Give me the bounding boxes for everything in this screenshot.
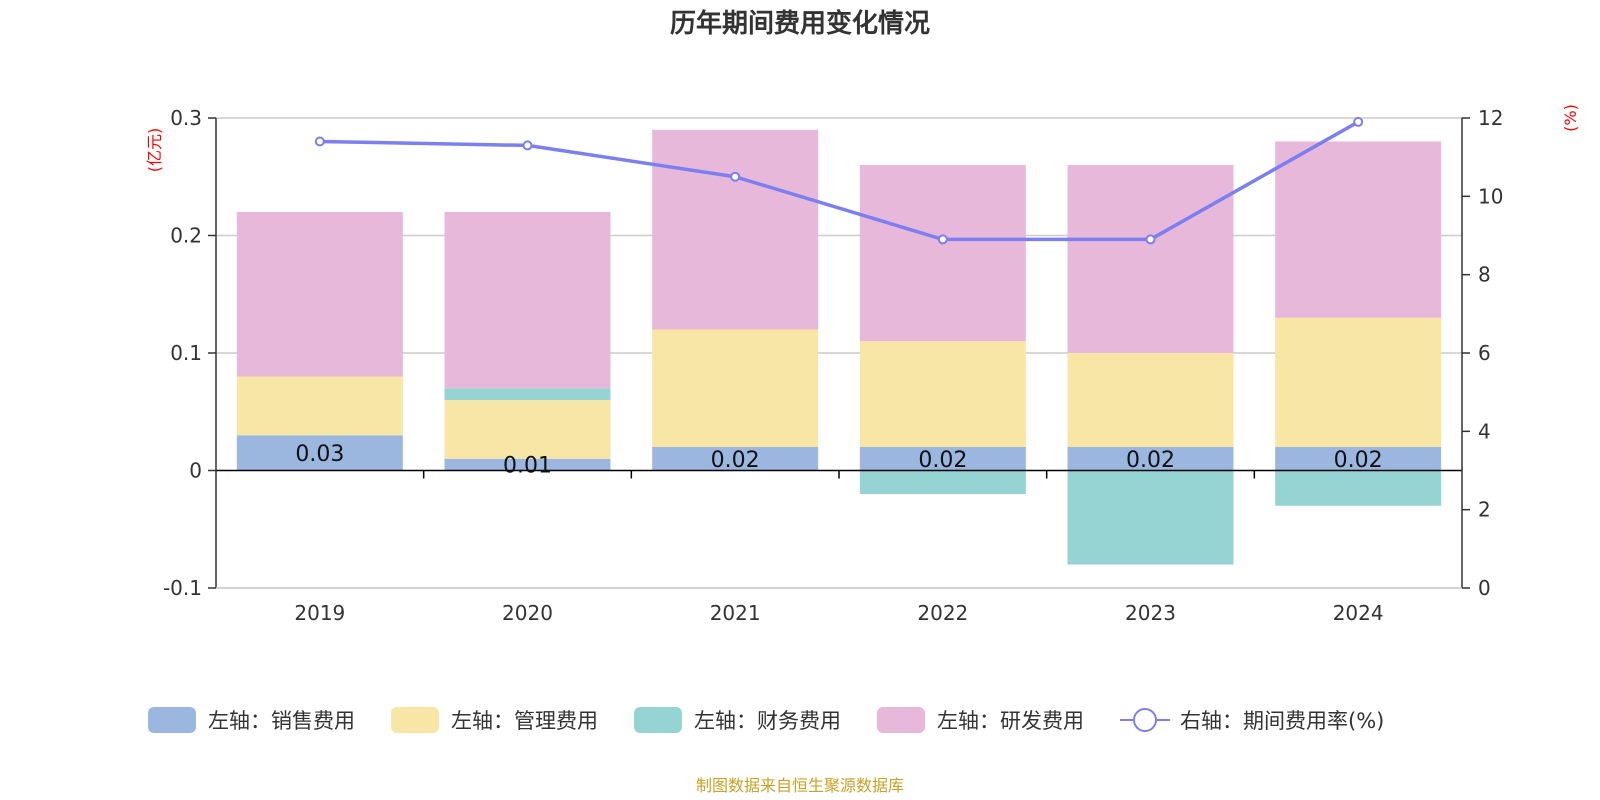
grid-lines bbox=[216, 117, 1462, 589]
bar-segment bbox=[444, 212, 611, 389]
bar-segment bbox=[1275, 470, 1442, 506]
legend: 左轴：销售费用 左轴：管理费用 左轴：财务费用 左轴：研发费用 右轴：期间费用率(%) bbox=[148, 707, 1384, 733]
bar-segment bbox=[859, 447, 1026, 471]
bar-data-label: 0.03 bbox=[295, 442, 344, 467]
legend-swatch bbox=[148, 707, 196, 733]
legend-swatch bbox=[634, 707, 682, 733]
x-tick-label: 2020 bbox=[502, 601, 553, 625]
bar-data-label: 0.02 bbox=[711, 448, 760, 473]
x-tick-label: 2023 bbox=[1125, 601, 1176, 625]
rate-point bbox=[522, 140, 533, 151]
rate-point bbox=[730, 171, 741, 182]
right-tick-label: 12 bbox=[1478, 106, 1503, 130]
bar-segment bbox=[236, 435, 403, 471]
legend-swatch bbox=[877, 707, 925, 733]
left-tick-label: -0.1 bbox=[163, 576, 202, 600]
chart-title: 历年期间费用变化情况 bbox=[670, 8, 930, 39]
bar-segment bbox=[1067, 353, 1234, 447]
bar-segment bbox=[652, 329, 819, 447]
right-axis-unit: (%) bbox=[1561, 104, 1580, 132]
left-tick-label: 0.2 bbox=[170, 224, 202, 248]
bar-segment bbox=[859, 470, 1026, 494]
right-tick-label: 10 bbox=[1478, 184, 1503, 208]
axes-group: -0.1 0 0.1 0.2 0.3 0 2 4 6 8 10 12 2019 2020 2021 2022 2… bbox=[163, 106, 1503, 625]
right-tick-label: 6 bbox=[1478, 341, 1491, 365]
bar-segment bbox=[1275, 141, 1442, 318]
legend-label: 左轴：管理费用 bbox=[451, 709, 598, 733]
rate-point bbox=[1145, 234, 1156, 245]
legend-label: 左轴：财务费用 bbox=[694, 709, 841, 733]
rate-point bbox=[937, 234, 948, 245]
right-tick-label: 8 bbox=[1478, 263, 1491, 287]
bar-segment bbox=[1275, 447, 1442, 471]
legend-label: 右轴：期间费用率(%) bbox=[1180, 709, 1384, 733]
bar-segment bbox=[859, 165, 1026, 342]
right-tick-label: 4 bbox=[1478, 419, 1491, 443]
legend-label: 左轴：研发费用 bbox=[937, 709, 1084, 733]
left-tick-label: 0.3 bbox=[170, 106, 202, 130]
rate-point bbox=[1353, 116, 1364, 127]
legend-label: 左轴：销售费用 bbox=[208, 709, 355, 733]
right-tick-label: 0 bbox=[1478, 576, 1491, 600]
bar-segment bbox=[1067, 470, 1234, 565]
bar-data-label: 0.02 bbox=[1334, 448, 1383, 473]
x-tick-label: 2024 bbox=[1333, 601, 1384, 625]
right-tick-label: 2 bbox=[1478, 498, 1491, 522]
legend-swatch bbox=[391, 707, 439, 733]
data-labels-group: 0.03 0.01 0.02 0.02 0.02 0.02 bbox=[295, 442, 1382, 479]
x-tick-label: 2021 bbox=[710, 601, 761, 625]
bar-data-label: 0.02 bbox=[918, 448, 967, 473]
left-tick-label: 0 bbox=[189, 459, 202, 483]
x-tick-label: 2022 bbox=[917, 601, 968, 625]
rate-line bbox=[319, 120, 1360, 242]
bars-group bbox=[236, 129, 1442, 565]
bar-segment bbox=[444, 458, 611, 471]
bar-segment bbox=[859, 341, 1026, 447]
rate-line-group bbox=[314, 116, 1364, 245]
bar-segment bbox=[444, 400, 611, 459]
rate-point bbox=[314, 136, 325, 147]
bar-segment bbox=[444, 388, 611, 400]
bar-data-label: 0.02 bbox=[1126, 448, 1175, 473]
bar-segment bbox=[652, 447, 819, 471]
bar-segment bbox=[1067, 447, 1234, 471]
bar-segment bbox=[236, 376, 403, 436]
left-tick-label: 0.1 bbox=[170, 341, 202, 365]
bar-segment bbox=[1067, 165, 1234, 353]
bar-segment bbox=[236, 212, 403, 377]
source-note: 制图数据来自恒生聚源数据库 bbox=[696, 776, 904, 795]
left-axis-unit: (亿元) bbox=[145, 128, 164, 173]
x-tick-label: 2019 bbox=[294, 601, 345, 625]
legend-marker-icon bbox=[1133, 708, 1157, 732]
bar-segment bbox=[652, 129, 819, 330]
bar-data-label: 0.01 bbox=[503, 454, 552, 479]
bar-segment bbox=[1275, 317, 1442, 447]
